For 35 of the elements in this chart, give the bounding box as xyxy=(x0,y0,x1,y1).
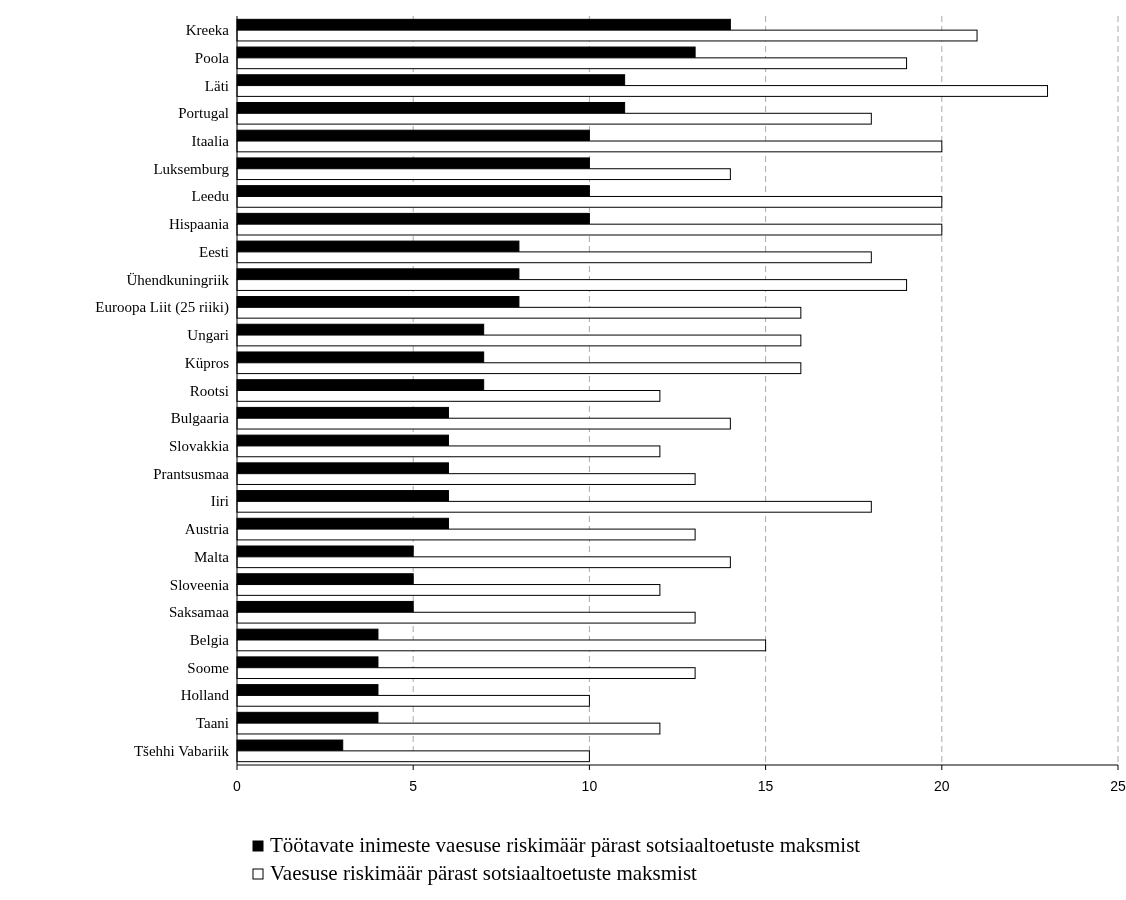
y-tick-label: Bulgaaria xyxy=(170,410,230,427)
y-tick-label: Hispaania xyxy=(169,216,230,233)
y-tick-label: Euroopa Liit (25 riiki) xyxy=(95,299,229,317)
y-tick-label: Taani xyxy=(195,715,229,732)
legend-label: Töötavate inimeste vaesuse riskimäär pärast sotsiaaltoetuste maksmist xyxy=(270,833,861,857)
y-tick-label: Ungari xyxy=(187,327,229,344)
y-tick-label: Saksamaa xyxy=(169,604,230,621)
y-tick-label: Iiri xyxy=(210,493,229,510)
x-tick-label: 10 xyxy=(581,778,598,794)
y-tick-label: Ühendkuningriik xyxy=(126,271,230,288)
y-tick-label: Kreeka xyxy=(185,22,230,39)
x-tick-label: 20 xyxy=(934,778,950,794)
y-tick-label: Sloveenia xyxy=(169,576,230,593)
y-tick-label: Belgia xyxy=(189,631,230,648)
legend-label: Vaesuse riskimäär pärast sotsiaaltoetuste maksmist xyxy=(270,861,698,885)
y-tick-label: Poola xyxy=(194,49,230,66)
y-tick-label: Austria xyxy=(184,521,230,538)
y-tick-label: Küpros xyxy=(184,354,230,371)
x-tick-label: 25 xyxy=(1110,778,1126,794)
y-tick-label: Prantsusmaa xyxy=(153,465,230,482)
x-tick-label: 15 xyxy=(757,778,774,794)
y-tick-label: Eesti xyxy=(199,243,229,260)
y-tick-label: Soome xyxy=(187,659,230,676)
y-tick-label: Läti xyxy=(204,77,229,94)
y-tick-label: Rootsi xyxy=(189,382,229,399)
y-tick-label: Leedu xyxy=(191,188,230,205)
y-tick-label: Luksemburg xyxy=(153,160,230,177)
y-tick-label: Holland xyxy=(180,687,230,704)
y-tick-label: Slovakkia xyxy=(169,437,230,454)
x-tick-label: 5 xyxy=(409,778,418,794)
y-tick-label: Malta xyxy=(194,548,230,565)
y-tick-label: Tšehhi Vabariik xyxy=(133,742,230,759)
y-tick-label: Itaalia xyxy=(191,133,230,150)
x-tick-label: 0 xyxy=(233,778,242,794)
y-tick-label: Portugal xyxy=(178,105,229,122)
